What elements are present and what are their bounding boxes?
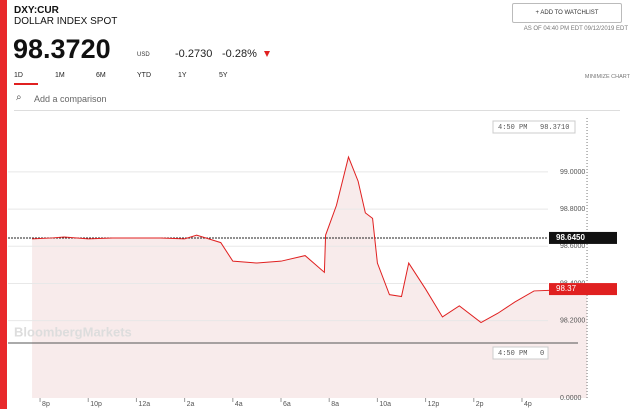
range-tab[interactable]: 5Y xyxy=(219,72,228,79)
price: 98.3720 xyxy=(13,34,111,64)
previous-close-tag xyxy=(549,231,617,244)
watchlist-button[interactable]: + ADD TO WATCHLIST xyxy=(512,3,622,23)
x-tick-label: 2p xyxy=(476,401,484,408)
change: -0.2730 xyxy=(175,48,213,60)
y-tick-label: 98.2000 xyxy=(560,318,585,325)
crosshair-value: 98.3710 xyxy=(540,124,569,132)
crosshair-bottom-time: 4:50 PM xyxy=(498,350,527,358)
y-tick-label: 98.8000 xyxy=(560,206,585,213)
comparison-placeholder[interactable]: Add a comparison xyxy=(34,94,107,104)
x-tick-label: 8a xyxy=(331,401,339,408)
as-of: AS OF 04:40 PM EDT 09/12/2019 EDT xyxy=(523,26,628,32)
range-tab[interactable]: 1Y xyxy=(178,72,187,79)
change-pct: -0.28% xyxy=(222,48,257,60)
crosshair-bottom-box xyxy=(492,346,549,360)
x-tick-label: 12a xyxy=(138,401,150,408)
x-tick-label: 2a xyxy=(187,401,195,408)
watermark: BloombergMarkets xyxy=(14,324,132,339)
down-arrow xyxy=(264,51,270,57)
currency: USD xyxy=(137,52,150,58)
watchlist-label[interactable]: ADD TO WATCHLIST xyxy=(540,10,599,16)
x-tick-label: 12p xyxy=(428,401,440,408)
comparison-box[interactable]: ⌕ Add a comparison xyxy=(14,88,620,111)
search-icon: ⌕ xyxy=(16,92,22,103)
area xyxy=(32,157,588,398)
x-tick-label: 8p xyxy=(42,401,50,408)
volume-axis-label: 0.0000 xyxy=(560,395,582,402)
y-tick-label: 98.6000 xyxy=(560,243,585,250)
previous-close-label: 98.6450 xyxy=(556,233,585,242)
last-label: 98.37 xyxy=(556,284,577,293)
crosshair-volume: 0 xyxy=(540,350,544,358)
range-tabs: 1D 1M 6M YTD 1Y 5Y xyxy=(14,72,260,85)
x-tick-label: 4p xyxy=(524,401,532,408)
range-tab[interactable]: 1D xyxy=(14,72,38,85)
instrument-name: DOLLAR INDEX SPOT xyxy=(14,16,118,27)
x-tick-label: 6a xyxy=(283,401,291,408)
x-tick-label: 10p xyxy=(90,401,102,408)
range-tab[interactable]: 6M xyxy=(96,72,106,79)
x-tick-label: 10a xyxy=(379,401,391,408)
last-tag xyxy=(549,283,617,296)
y-tick-label: 99.0000 xyxy=(560,169,585,176)
accent-bar xyxy=(0,0,7,409)
ticker: DXY:CUR xyxy=(14,5,59,16)
crosshair-top-box xyxy=(492,120,576,134)
range-tab[interactable]: YTD xyxy=(137,72,151,79)
minimize-chart[interactable]: MINIMIZE CHART xyxy=(584,74,630,80)
price-line xyxy=(32,155,588,324)
x-tick-label: 4a xyxy=(235,401,243,408)
range-tab[interactable]: 1M xyxy=(55,72,65,79)
crosshair-time: 4:50 PM xyxy=(498,124,527,132)
